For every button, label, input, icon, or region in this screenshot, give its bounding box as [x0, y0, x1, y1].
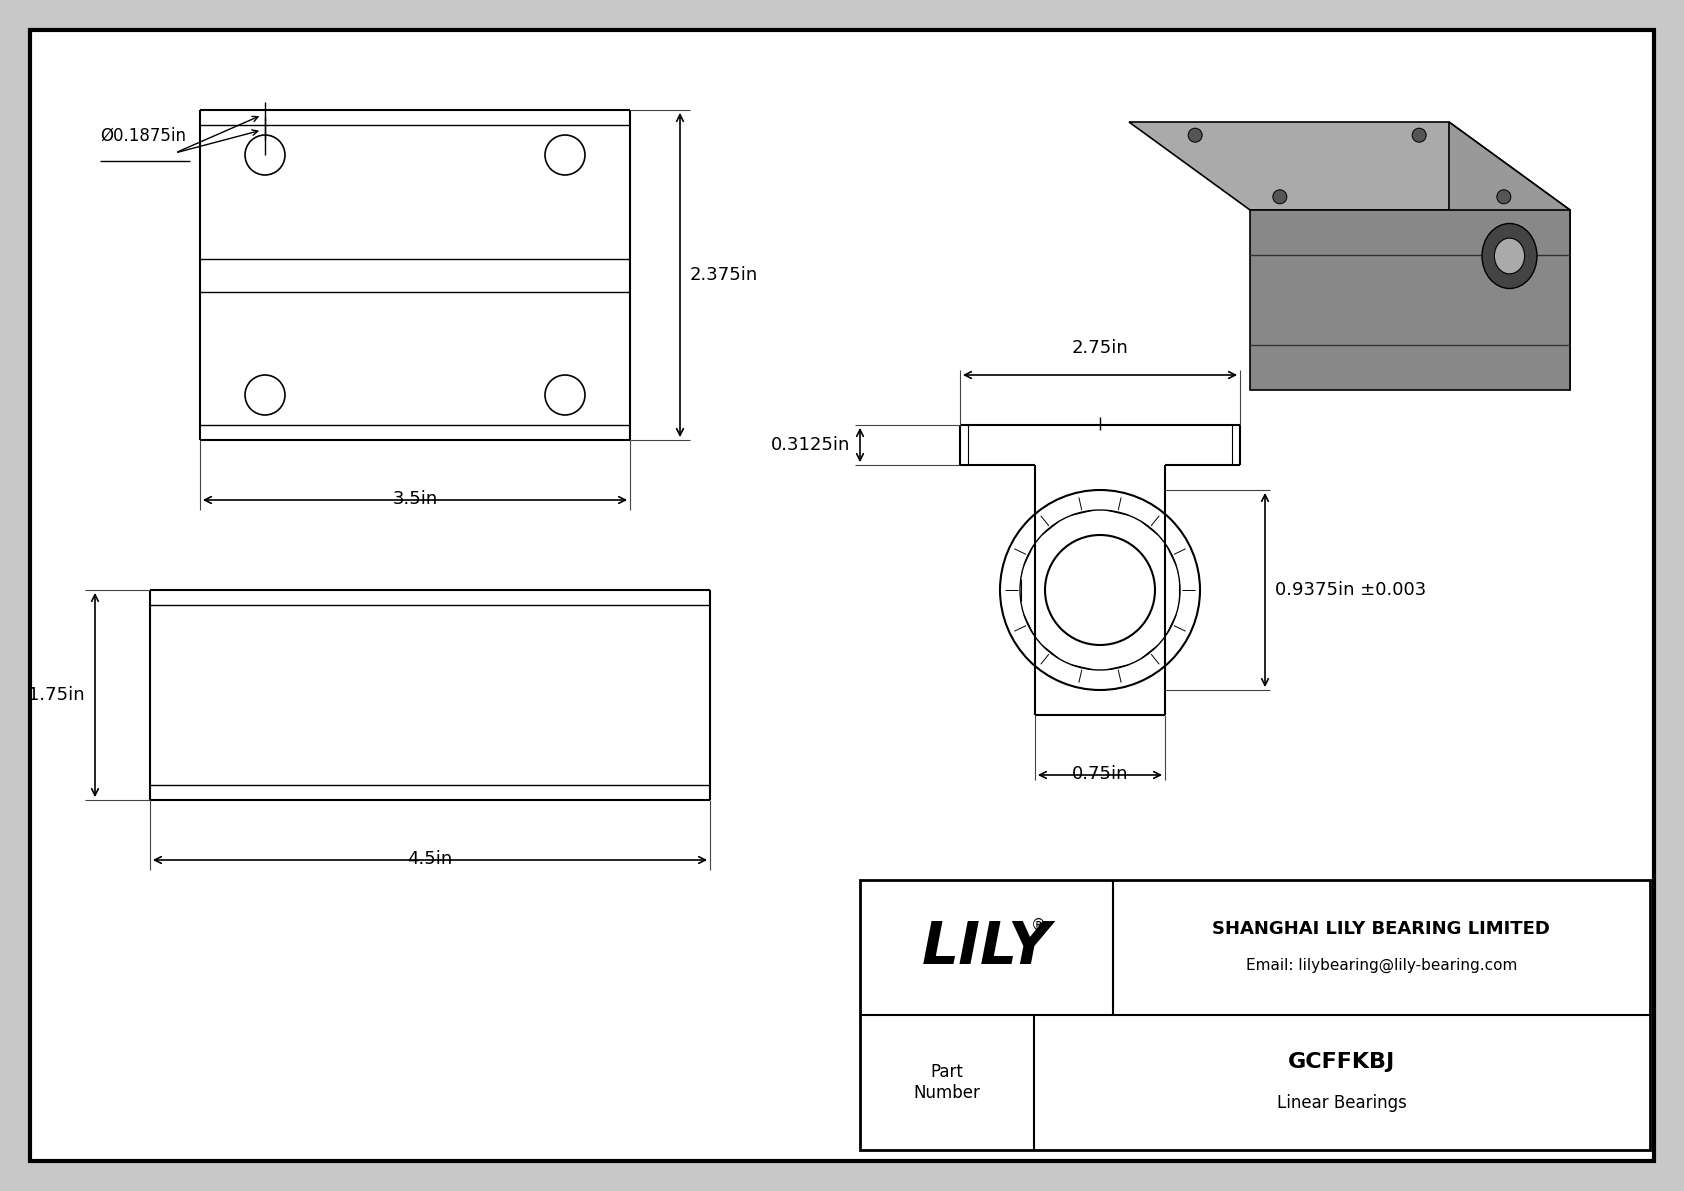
Circle shape [1273, 189, 1287, 204]
Text: 0.75in: 0.75in [1071, 765, 1128, 782]
Text: 0.3125in: 0.3125in [771, 436, 850, 454]
Text: ®: ® [1031, 918, 1046, 933]
Text: 4.5in: 4.5in [408, 850, 453, 868]
Polygon shape [1250, 210, 1569, 389]
Text: LILY: LILY [921, 919, 1051, 975]
Text: GCFFKBJ: GCFFKBJ [1288, 1053, 1396, 1073]
Text: SHANGHAI LILY BEARING LIMITED: SHANGHAI LILY BEARING LIMITED [1212, 921, 1551, 939]
Ellipse shape [1494, 238, 1524, 274]
Circle shape [1497, 189, 1511, 204]
Text: 2.375in: 2.375in [690, 266, 758, 283]
Text: 0.9375in ±0.003: 0.9375in ±0.003 [1275, 581, 1426, 599]
Text: 2.75in: 2.75in [1071, 339, 1128, 357]
Text: 1.75in: 1.75in [29, 686, 84, 704]
Bar [861, 880, 1650, 1151]
Text: Ø0.1875in: Ø0.1875in [99, 127, 185, 145]
Circle shape [1413, 129, 1426, 142]
Polygon shape [1448, 121, 1569, 389]
Text: Part
Number: Part Number [913, 1064, 980, 1102]
Text: Email: lilybearing@lily-bearing.com: Email: lilybearing@lily-bearing.com [1246, 958, 1517, 973]
Polygon shape [1128, 121, 1569, 210]
Text: 3.5in: 3.5in [392, 490, 438, 509]
Ellipse shape [1482, 224, 1537, 288]
Text: Linear Bearings: Linear Bearings [1276, 1093, 1406, 1111]
Circle shape [1189, 129, 1202, 142]
